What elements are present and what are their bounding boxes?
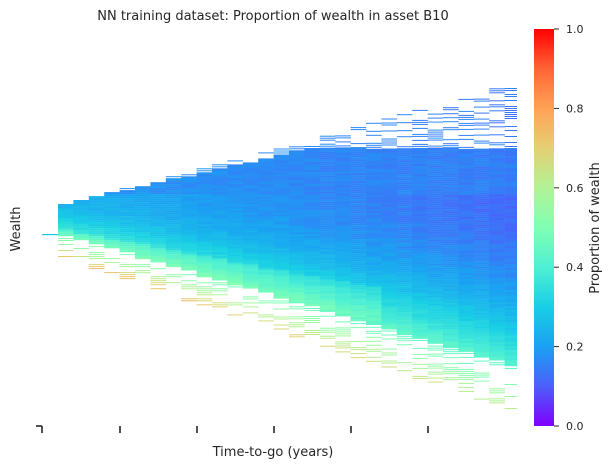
x-axis-ticks [36, 425, 429, 433]
colorbar-tick-label: 1.0 [566, 23, 584, 36]
y-axis-label: Wealth [9, 206, 24, 251]
x-axis-label: Time-to-go (years) [212, 445, 334, 460]
colorbar-tick-label: 0.0 [566, 420, 584, 433]
colorbar-tick-label: 0.2 [566, 341, 584, 354]
colorbar-tick-label: 0.6 [566, 182, 584, 195]
colorbar [534, 29, 554, 426]
colorbar-label: Proportion of wealth [588, 162, 603, 293]
colorbar-ticks: 0.0 0.2 0.4 0.6 0.8 1.0 [554, 23, 584, 433]
chart-title: NN training dataset: Proportion of wealt… [97, 9, 448, 24]
colorbar-tick-label: 0.8 [566, 102, 584, 115]
colorbar-tick-label: 0.4 [566, 261, 584, 274]
heatmap-area [42, 88, 517, 409]
